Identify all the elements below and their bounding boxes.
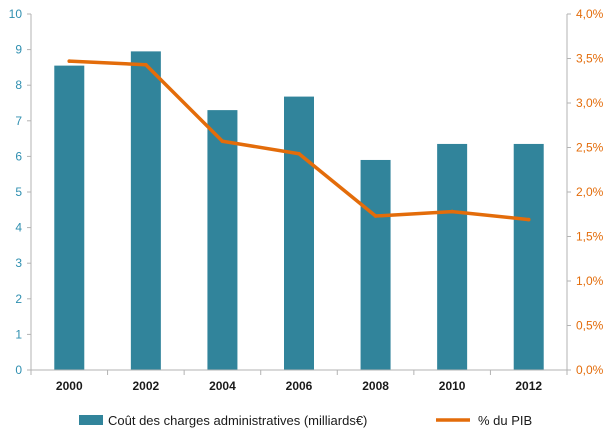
right-tick-label: 4,0% (576, 7, 604, 21)
legend-bar-swatch (79, 415, 103, 425)
x-axis: 2000 2002 2004 2006 2008 2010 2012 (30, 369, 568, 393)
x-tick-label: 2008 (362, 379, 389, 393)
x-tick-label: 2004 (209, 379, 236, 393)
right-tick-label: 2,5% (576, 141, 604, 155)
left-axis: 0 1 2 3 4 5 6 7 8 9 10 (9, 7, 32, 377)
bar (513, 143, 544, 370)
line-point (67, 59, 72, 63)
left-tick-label: 7 (15, 114, 22, 128)
legend-bar-label: Coût des charges administratives (millia… (108, 413, 367, 428)
bar-series (54, 51, 544, 371)
bar (437, 143, 468, 370)
line-point (526, 217, 531, 222)
left-tick-label: 8 (15, 78, 22, 92)
left-tick-label: 4 (15, 221, 22, 235)
right-tick-label: 1,5% (576, 230, 604, 244)
left-tick-label: 1 (15, 327, 22, 341)
x-tick-label: 2010 (439, 379, 466, 393)
bar (284, 96, 314, 370)
left-tick-label: 10 (9, 7, 23, 21)
x-tick-label: 2012 (515, 379, 542, 393)
line-point (297, 151, 301, 156)
right-tick-label: 0,0% (576, 363, 604, 377)
left-tick-label: 0 (15, 363, 22, 377)
legend: Coût des charges administratives (millia… (79, 413, 532, 428)
line-point (220, 139, 225, 144)
bar (130, 51, 161, 370)
right-tick-label: 3,5% (576, 52, 604, 66)
bar (360, 159, 391, 370)
left-tick-label: 9 (15, 43, 22, 57)
x-tick-label: 2000 (56, 379, 83, 393)
right-tick-label: 3,0% (576, 96, 604, 110)
line-point (373, 214, 378, 218)
x-tick-label: 2002 (133, 379, 160, 393)
line-point (450, 209, 454, 214)
line-series (67, 59, 531, 222)
line-point (144, 62, 148, 67)
left-tick-label: 5 (15, 185, 22, 199)
right-tick-label: 1,0% (576, 274, 604, 288)
right-axis: 0,0% 0,5% 1,0% 1,5% 2,0% 2,5% 3,0% 3,5% 4,0% (566, 7, 604, 377)
right-tick-label: 0,5% (576, 319, 604, 333)
x-tick-label: 2006 (286, 379, 313, 393)
left-tick-label: 6 (15, 149, 22, 163)
bar (207, 110, 238, 371)
bar (54, 65, 85, 371)
left-tick-label: 3 (15, 256, 22, 270)
left-tick-label: 2 (15, 292, 22, 306)
legend-line-label: % du PIB (478, 413, 532, 428)
right-tick-label: 2,0% (576, 185, 604, 199)
